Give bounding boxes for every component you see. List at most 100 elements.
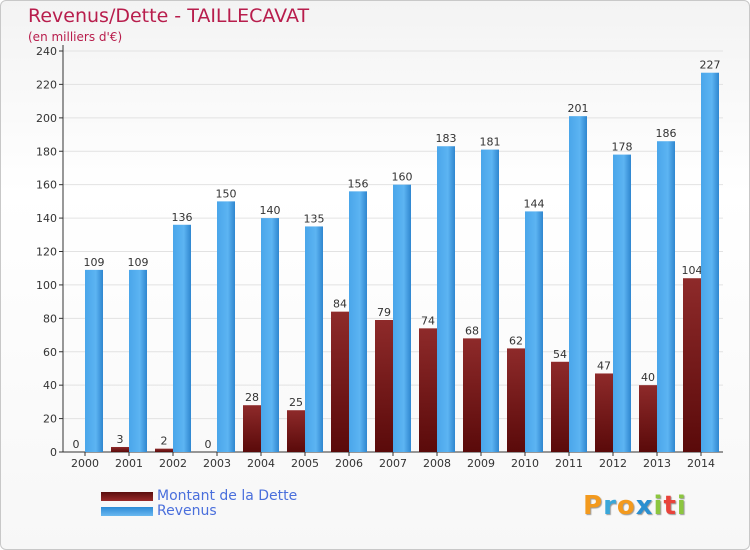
data-label-dette: 2 [161, 435, 168, 448]
bar-revenus [393, 184, 411, 452]
y-tick-label: 200 [36, 112, 57, 125]
bar-dette [243, 405, 261, 452]
data-label-dette: 0 [205, 438, 212, 451]
x-tick-label: 2003 [203, 457, 231, 470]
y-tick-label: 220 [36, 78, 57, 91]
bar-revenus [349, 191, 367, 452]
bar-revenus [85, 269, 103, 452]
x-tick-label: 2001 [115, 457, 143, 470]
y-tick-label: 240 [36, 45, 57, 58]
data-label-dette: 62 [509, 334, 523, 347]
legend-swatch-dette [101, 491, 153, 501]
data-label-revenus: 227 [700, 59, 721, 72]
data-label-dette: 47 [597, 359, 611, 372]
x-tick-label: 2011 [555, 457, 583, 470]
x-tick-label: 2002 [159, 457, 187, 470]
logo-letter: r [603, 491, 617, 521]
x-tick-label: 2004 [247, 457, 275, 470]
data-label-revenus: 140 [260, 204, 281, 217]
x-tick-label: 2009 [467, 457, 495, 470]
x-tick-label: 2014 [687, 457, 715, 470]
bar-revenus [217, 201, 235, 452]
bar-revenus [525, 211, 543, 452]
bar-dette [155, 448, 173, 452]
legend-swatch-revenus [101, 506, 153, 516]
data-label-revenus: 201 [568, 102, 589, 115]
y-tick-label: 180 [36, 145, 57, 158]
data-label-revenus: 150 [216, 187, 237, 200]
legend-item-revenus: Revenus [101, 503, 217, 519]
bar-revenus [437, 146, 455, 453]
bar-revenus [305, 226, 323, 452]
legend-label-revenus: Revenus [157, 503, 217, 519]
bar-revenus [129, 269, 147, 452]
bar-dette [595, 373, 613, 452]
bar-dette [287, 410, 305, 452]
logo-letter: t [663, 491, 677, 521]
bar-dette [463, 338, 481, 452]
logo-letter: i [653, 491, 664, 521]
data-label-revenus: 178 [612, 141, 633, 154]
x-tick-label: 2007 [379, 457, 407, 470]
chart-title: Revenus/Dette - TAILLECAVAT [28, 5, 310, 27]
bar-dette [111, 446, 129, 452]
data-label-revenus: 156 [348, 177, 369, 190]
y-tick-label: 120 [36, 246, 57, 259]
data-label-dette: 0 [73, 438, 80, 451]
data-label-revenus: 109 [84, 256, 105, 269]
bar-revenus [613, 154, 631, 452]
data-label-revenus: 183 [436, 132, 457, 145]
x-tick-label: 2006 [335, 457, 363, 470]
data-label-dette: 84 [333, 298, 347, 311]
bar-revenus [701, 72, 719, 453]
logo-letter: x [635, 491, 654, 521]
data-label-dette: 104 [682, 264, 703, 277]
x-tick-label: 2013 [643, 457, 671, 470]
proxiti-logo: Proxiti [583, 491, 687, 521]
data-label-revenus: 136 [172, 211, 193, 224]
bar-dette [375, 320, 393, 452]
bar-revenus [481, 149, 499, 452]
y-tick-label: 0 [50, 446, 57, 459]
logo-letter: i [676, 491, 687, 521]
y-tick-label: 20 [43, 413, 57, 426]
data-label-dette: 79 [377, 306, 391, 319]
x-tick-label: 2000 [71, 457, 99, 470]
bar-dette [507, 348, 525, 452]
data-label-revenus: 135 [304, 212, 325, 225]
x-tick-label: 2005 [291, 457, 319, 470]
data-label-dette: 54 [553, 348, 567, 361]
data-label-dette: 28 [245, 391, 259, 404]
bar-dette [639, 385, 657, 452]
data-label-revenus: 144 [524, 197, 545, 210]
data-label-dette: 3 [117, 433, 124, 446]
y-tick-label: 140 [36, 212, 57, 225]
data-label-dette: 74 [421, 314, 435, 327]
bar-dette [683, 278, 701, 452]
legend-label-dette: Montant de la Dette [157, 488, 298, 504]
bar-revenus [569, 116, 587, 452]
data-label-revenus: 186 [656, 127, 677, 140]
x-tick-label: 2008 [423, 457, 451, 470]
bar-revenus [261, 218, 279, 452]
bar-dette [419, 328, 437, 452]
data-label-revenus: 109 [128, 256, 149, 269]
bar-dette [551, 361, 569, 452]
data-label-dette: 25 [289, 396, 303, 409]
bar-revenus [657, 141, 675, 452]
x-tick-label: 2012 [599, 457, 627, 470]
logo-letter: P [583, 491, 604, 521]
logo-letter: o [616, 491, 636, 521]
data-label-revenus: 160 [392, 171, 413, 184]
y-tick-label: 160 [36, 179, 57, 192]
bar-dette [331, 311, 349, 452]
data-label-revenus: 181 [480, 136, 501, 149]
data-label-dette: 68 [465, 324, 479, 337]
chart-subtitle: (en milliers d'€) [28, 30, 123, 44]
y-tick-label: 60 [43, 346, 57, 359]
bar-revenus [173, 224, 191, 452]
y-tick-label: 100 [36, 279, 57, 292]
y-tick-label: 40 [43, 379, 57, 392]
